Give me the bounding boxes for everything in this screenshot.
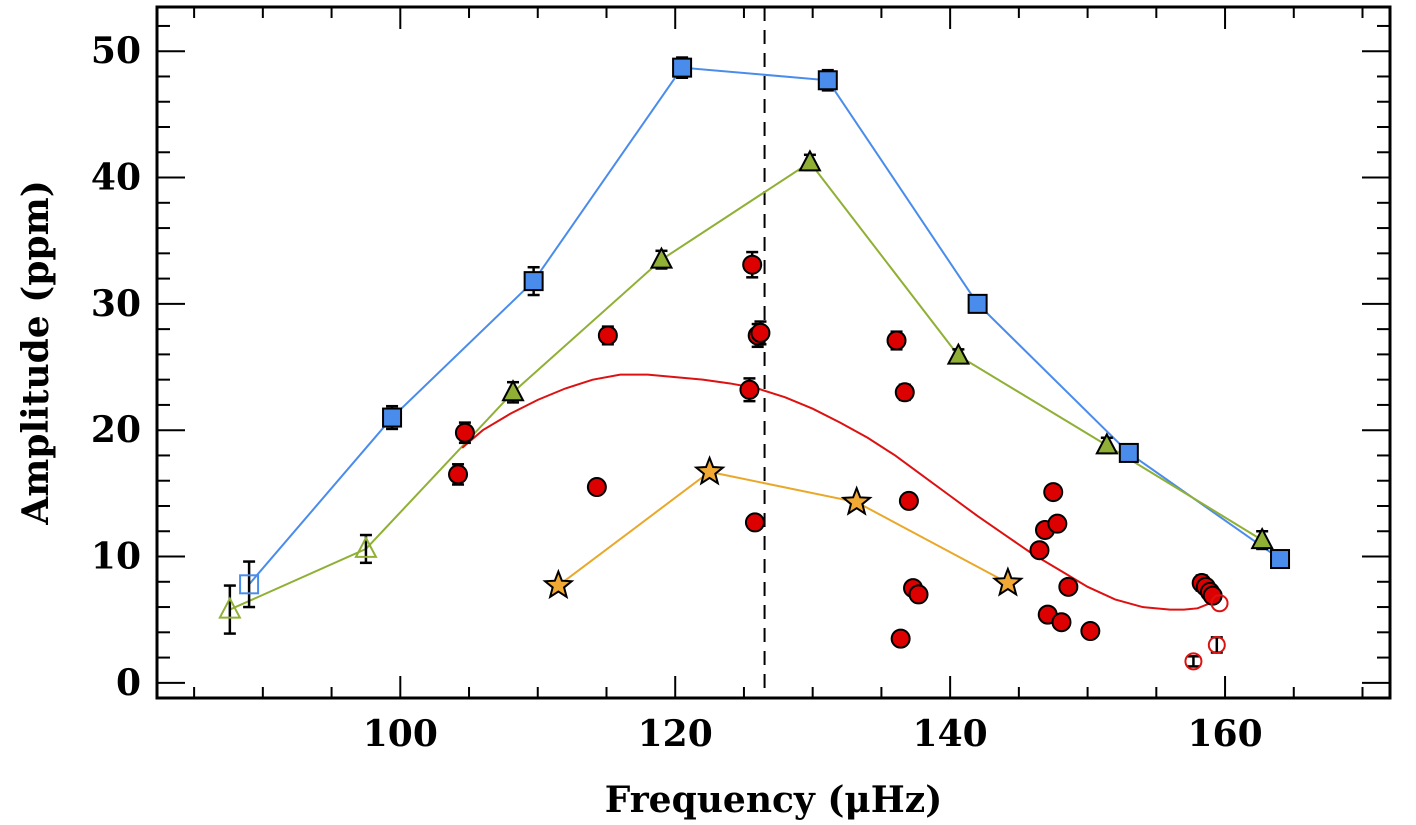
data-markers-layer	[218, 57, 1291, 671]
y-tick-label: 0	[116, 662, 141, 704]
square-marker	[239, 574, 260, 595]
y-tick-label: 40	[91, 157, 141, 199]
triangle-marker	[649, 246, 674, 269]
x-axis-title: Frequency (μHz)	[605, 779, 942, 821]
square-marker	[817, 70, 838, 91]
red-fit-curve	[461, 373, 1220, 611]
triangle-marker	[354, 535, 378, 558]
circle-marker	[1207, 635, 1226, 654]
y-tick-label: 10	[91, 536, 141, 578]
x-tick-label: 160	[1187, 713, 1262, 755]
square-marker	[523, 271, 544, 292]
circle-marker	[890, 628, 911, 649]
circle-marker	[742, 254, 763, 275]
axes-layer	[155, 5, 1392, 700]
triangle-marker	[501, 379, 525, 402]
x-tick-label: 100	[363, 713, 438, 755]
triangle-marker	[218, 596, 242, 619]
circle-marker	[744, 512, 765, 533]
circle-marker	[894, 382, 915, 403]
circle-marker	[448, 464, 469, 485]
series-line-square	[248, 66, 1281, 585]
error-bars-layer	[223, 56, 1287, 668]
plot-frame	[155, 5, 1392, 700]
y-axis-title: Amplitude (ppm)	[15, 180, 57, 525]
circle-marker	[586, 477, 607, 498]
square-marker	[382, 407, 403, 428]
x-tick-label: 140	[913, 713, 988, 755]
circle-marker	[908, 584, 929, 605]
circle-marker	[1080, 621, 1101, 642]
circle-marker	[1047, 513, 1068, 534]
series-line-star	[557, 470, 1009, 587]
circle-marker	[886, 330, 907, 351]
square-marker	[967, 293, 988, 314]
star-marker	[542, 568, 575, 600]
circle-marker	[1051, 612, 1072, 633]
circle-marker	[454, 422, 475, 443]
triangle-marker	[798, 149, 822, 172]
triangle-marker	[946, 342, 971, 365]
series-lines-layer	[229, 66, 1281, 611]
square-marker	[672, 57, 693, 78]
star-marker	[693, 455, 726, 486]
star-marker	[840, 485, 873, 516]
circle-marker	[739, 379, 760, 400]
series-line-triangle	[229, 161, 1263, 611]
triangle-marker	[1250, 526, 1274, 550]
y-tick-label: 50	[91, 30, 141, 72]
y-tick-label: 20	[91, 409, 141, 451]
triangle-marker	[1095, 432, 1119, 455]
circle-marker	[1184, 652, 1203, 671]
y-tick-label: 30	[91, 283, 141, 325]
circle-marker	[1210, 594, 1229, 613]
square-marker	[1270, 549, 1291, 570]
square-marker	[1118, 442, 1139, 463]
circle-marker	[898, 490, 919, 511]
circle-marker	[750, 322, 771, 343]
x-tick-label: 120	[638, 713, 713, 755]
star-marker	[991, 566, 1024, 597]
ticks-layer: 100 120 140 160 0 10 20 30 40 50	[91, 7, 1390, 755]
circle-marker	[1058, 576, 1079, 597]
circle-marker	[1029, 540, 1050, 561]
circle-marker	[1043, 482, 1064, 503]
circle-marker	[597, 325, 618, 346]
